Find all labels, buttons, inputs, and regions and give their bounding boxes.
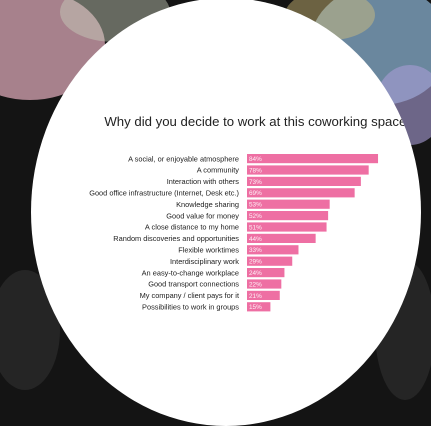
bar-value-label: 21%	[249, 293, 262, 300]
bar-value-label: 29%	[249, 259, 262, 266]
category-label: Knowledge sharing	[176, 200, 239, 209]
bar	[247, 222, 327, 232]
bar	[247, 245, 299, 255]
bar-value-label: 33%	[249, 247, 262, 254]
chart-title: Why did you decide to work at this cowor…	[104, 114, 414, 129]
bar-value-label: 84%	[249, 156, 262, 163]
category-label: Flexible worktimes	[178, 246, 239, 255]
category-label: Good transport connections	[148, 280, 239, 289]
bar	[247, 165, 369, 175]
bar	[247, 302, 271, 312]
bar-value-label: 51%	[249, 224, 262, 231]
bar-value-label: 53%	[249, 202, 262, 209]
bar-value-label: 15%	[249, 304, 262, 311]
category-label: Good value for money	[166, 211, 239, 220]
bar	[247, 233, 316, 243]
category-label: A community	[197, 166, 240, 175]
category-label: A social, or enjoyable atmosphere	[128, 154, 239, 163]
bar-value-label: 73%	[249, 179, 262, 186]
category-label: Random discoveries and opportunities	[113, 234, 239, 243]
bar	[247, 211, 329, 221]
bar-value-label: 69%	[249, 190, 262, 197]
bar	[247, 290, 280, 300]
bar	[247, 279, 282, 289]
category-label: An easy-to-change workplace	[142, 268, 239, 277]
bar	[247, 188, 355, 198]
bar	[247, 199, 330, 209]
bar-value-label: 24%	[249, 270, 262, 277]
bar-value-label: 52%	[249, 213, 262, 220]
bar	[247, 154, 379, 164]
category-label: Interdisciplinary work	[170, 257, 239, 266]
bar	[247, 268, 285, 278]
category-label: A close distance to my home	[145, 223, 239, 232]
category-label: Interaction with others	[167, 177, 240, 186]
bar	[247, 176, 361, 186]
bar-value-label: 22%	[249, 281, 262, 288]
bar	[247, 256, 293, 266]
chart-card: Why did you decide to work at this cowor…	[31, 0, 421, 426]
category-label: My company / client pays for it	[140, 291, 239, 300]
bar-value-label: 78%	[249, 167, 262, 174]
category-label: Possibilities to work in groups	[142, 303, 239, 312]
bar-value-label: 44%	[249, 236, 262, 243]
category-label: Good office infrastructure (Internet, De…	[89, 189, 239, 198]
